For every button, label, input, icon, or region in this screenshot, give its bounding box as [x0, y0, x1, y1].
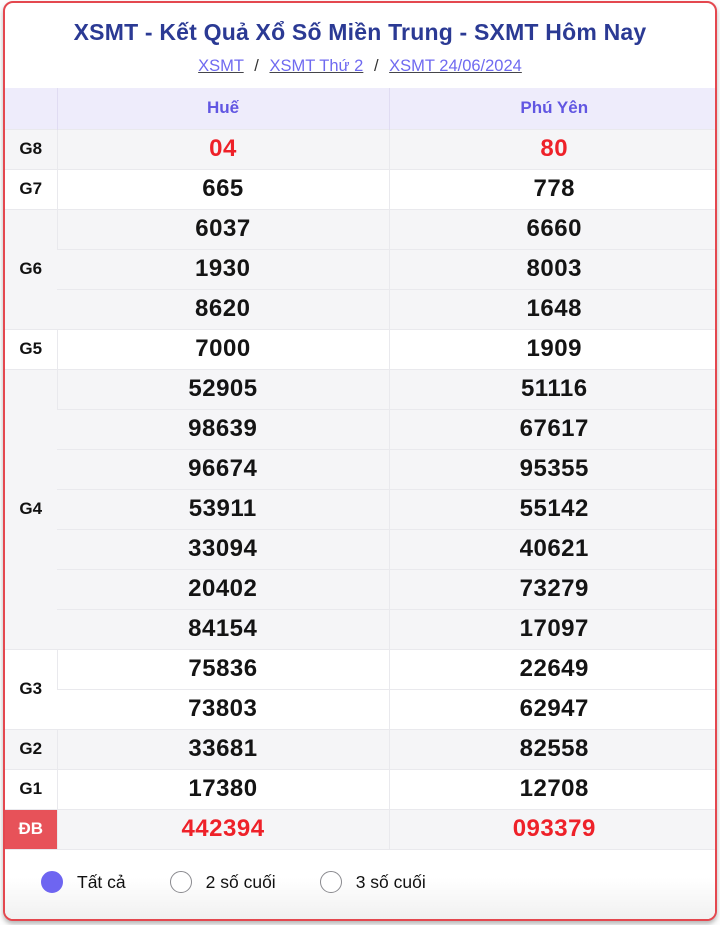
table-row-g4: G4 52905 51116: [5, 368, 715, 649]
prize-label-db: ĐB: [5, 808, 57, 849]
breadcrumb-separator: /: [373, 57, 379, 75]
result-g4-phuyen-5: 40621: [388, 528, 715, 569]
result-g6-phuyen-3: 1648: [388, 288, 715, 329]
card-header: XSMT - Kết Quả Xổ Số Miền Trung - SXMT H…: [5, 3, 715, 88]
result-g4-hue-1: 52905: [56, 368, 389, 409]
result-g4-phuyen-3: 95355: [388, 448, 715, 489]
table-row-g8: G8 04 80: [5, 128, 715, 169]
result-g6-phuyen-2: 8003: [388, 248, 715, 289]
filter-option-label: 2 số cuối: [205, 871, 276, 892]
result-g3-phuyen-2: 62947: [388, 688, 715, 729]
results-table: Huế Phú Yên G8 04 80 G7 665 778 G6 6037 …: [5, 88, 715, 849]
table-row-g6: G6 6037 6660: [5, 208, 715, 329]
display-filter-bar: Tất cả 2 số cuối 3 số cuối: [5, 849, 715, 919]
result-g7-phuyen: 778: [388, 168, 715, 209]
prize-label-g7: G7: [5, 168, 57, 209]
result-g3-hue-2: 73803: [57, 688, 389, 729]
table-row-g3: G3 75836 22649: [5, 648, 715, 729]
filter-option-last-3-digits[interactable]: 3 số cuối: [319, 871, 426, 893]
table-row-g4: 84154 17097: [5, 608, 715, 649]
prize-column-header: [5, 88, 57, 129]
filter-option-all[interactable]: Tất cả: [41, 871, 126, 893]
result-g2-hue: 33681: [56, 728, 389, 769]
result-g8-hue: 04: [56, 128, 389, 169]
table-row-g3: 73803 62947: [5, 688, 715, 729]
column-header-hue: Huế: [56, 88, 389, 129]
column-header-phu-yen: Phú Yên: [388, 88, 715, 129]
breadcrumb-separator: /: [254, 57, 259, 75]
radio-unselected-icon[interactable]: [319, 871, 342, 893]
lottery-results-card: XSMT - Kết Quả Xổ Số Miền Trung - SXMT H…: [3, 1, 717, 921]
filter-option-label: Tất cả: [77, 871, 126, 892]
table-row-g6: 8620 1648: [5, 288, 715, 329]
result-g4-phuyen-6: 73279: [388, 568, 715, 609]
prize-label-g5: G5: [5, 328, 57, 369]
result-g3-hue-1: 75836: [56, 648, 389, 689]
table-row-g4: 20402 73279: [5, 568, 715, 609]
prize-label-g8: G8: [5, 128, 57, 169]
table-row-g4: 33094 40621: [5, 528, 715, 569]
breadcrumb-link-xsmt[interactable]: XSMT: [198, 57, 244, 75]
table-row-g7: G7 665 778: [5, 168, 715, 209]
table-row-g2: G2 33681 82558: [5, 728, 715, 769]
result-g4-phuyen-4: 55142: [388, 488, 715, 529]
result-g6-hue-3: 8620: [57, 288, 389, 329]
result-db-phuyen: 093379: [388, 808, 715, 849]
table-row-db: ĐB 442394 093379: [5, 808, 715, 849]
breadcrumb-link-xsmt-date[interactable]: XSMT 24/06/2024: [389, 57, 522, 75]
radio-selected-icon[interactable]: [41, 871, 63, 893]
result-g4-phuyen-7: 17097: [388, 608, 715, 649]
result-g4-hue-3: 96674: [57, 448, 389, 489]
table-row-g6: 1930 8003: [5, 248, 715, 289]
filter-option-last-2-digits[interactable]: 2 số cuối: [169, 871, 276, 893]
result-g4-hue-2: 98639: [57, 408, 389, 449]
page-title: XSMT - Kết Quả Xổ Số Miền Trung - SXMT H…: [73, 19, 647, 45]
result-g6-hue-1: 6037: [56, 208, 389, 249]
table-row-g5: G5 7000 1909: [5, 328, 715, 369]
filter-option-label: 3 số cuối: [355, 871, 426, 892]
table-row-g4: 53911 55142: [5, 488, 715, 529]
result-g4-hue-7: 84154: [57, 608, 389, 649]
result-g6-hue-2: 1930: [57, 248, 389, 289]
table-row-g4: 98639 67617: [5, 408, 715, 449]
breadcrumb-link-xsmt-thu-2[interactable]: XSMT Thứ 2: [269, 57, 364, 75]
result-g1-phuyen: 12708: [388, 768, 715, 809]
result-g8-phuyen: 80: [388, 128, 715, 169]
result-g4-phuyen-2: 67617: [388, 408, 715, 449]
breadcrumb: XSMT / XSMT Thứ 2 / XSMT 24/06/2024: [15, 57, 705, 76]
result-g3-phuyen-1: 22649: [388, 648, 715, 689]
result-g5-hue: 7000: [56, 328, 389, 369]
table-row-g4: 96674 95355: [5, 448, 715, 489]
result-g2-phuyen: 82558: [388, 728, 715, 769]
result-g4-phuyen-1: 51116: [388, 368, 715, 409]
result-g7-hue: 665: [56, 168, 389, 209]
result-g6-phuyen-1: 6660: [388, 208, 715, 249]
result-g4-hue-6: 20402: [57, 568, 389, 609]
result-g4-hue-5: 33094: [57, 528, 389, 569]
prize-label-g3: G3: [5, 648, 57, 729]
result-db-hue: 442394: [56, 808, 389, 849]
column-header-row: Huế Phú Yên: [5, 88, 715, 129]
radio-unselected-icon[interactable]: [169, 871, 192, 893]
prize-label-g2: G2: [5, 728, 57, 769]
table-row-g1: G1 17380 12708: [5, 768, 715, 809]
result-g5-phuyen: 1909: [388, 328, 715, 369]
prize-label-g6: G6: [5, 208, 57, 329]
result-g1-hue: 17380: [56, 768, 389, 809]
result-g4-hue-4: 53911: [57, 488, 389, 529]
prize-label-g4: G4: [5, 368, 57, 649]
prize-label-g1: G1: [5, 768, 57, 809]
